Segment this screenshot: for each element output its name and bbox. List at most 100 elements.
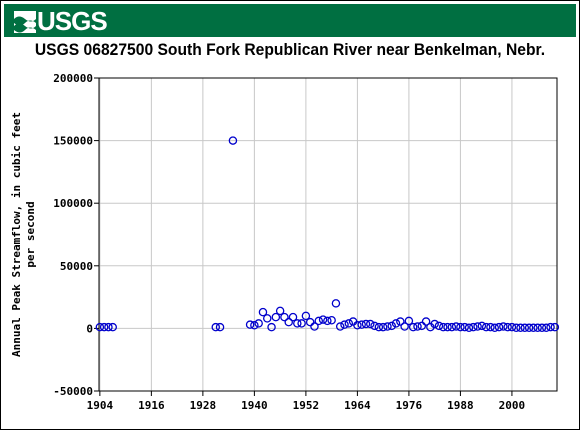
data-point (550, 322, 560, 332)
data-point (524, 323, 534, 333)
data-point (456, 322, 465, 332)
x-tick-label: 1988 (447, 399, 474, 412)
data-point (464, 323, 474, 333)
x-tick-label: 1928 (190, 399, 217, 412)
data-point (413, 322, 422, 331)
x-tick-label: 1964 (344, 399, 371, 412)
data-point (408, 322, 418, 332)
data-point (494, 322, 504, 332)
data-point (520, 323, 530, 333)
data-point (228, 136, 238, 145)
data-point (511, 323, 521, 333)
axis-ticks: -50000 0 50000 100000 150000 200000 1904 1916 19… (53, 72, 525, 412)
data-point (546, 322, 555, 332)
y-tick-label: 100000 (53, 197, 93, 210)
data-point (108, 322, 117, 332)
data-points (95, 136, 560, 333)
data-point (327, 316, 336, 325)
y-tick-label: 200000 (53, 72, 93, 85)
data-point (477, 321, 487, 331)
data-point (404, 316, 414, 326)
data-point (439, 322, 448, 332)
data-point (396, 317, 405, 326)
y-axis-label: Annual Peak Streamflow, in cubic feet per… (10, 112, 37, 357)
data-point (271, 312, 281, 322)
data-point (391, 319, 401, 328)
data-point (490, 323, 500, 333)
data-point (335, 322, 345, 331)
chart-title: USGS 06827500 South Fork Republican Rive… (34, 40, 546, 59)
y-tick-label: 0 (86, 322, 93, 335)
data-point (263, 314, 272, 323)
data-point (503, 322, 512, 332)
x-tick-label: 1976 (396, 399, 423, 412)
usgs-brand-text: USGS (37, 6, 108, 36)
y-axis-label-line: Annual Peak Streamflow, in cubic feet (10, 112, 23, 357)
data-point (383, 322, 392, 331)
data-point (473, 322, 482, 331)
data-point (284, 317, 293, 327)
data-point (254, 319, 263, 328)
data-point (305, 317, 315, 327)
data-point (258, 307, 268, 317)
data-point (280, 312, 289, 322)
data-point (400, 322, 409, 331)
x-tick-label: 2000 (499, 399, 526, 412)
data-point (460, 322, 469, 332)
data-point (533, 323, 542, 333)
data-point (542, 323, 551, 333)
data-point (421, 317, 431, 326)
x-tick-label: 1940 (241, 399, 268, 412)
data-point (301, 311, 311, 321)
data-point (297, 319, 306, 328)
data-point (507, 322, 517, 332)
data-point (250, 321, 259, 330)
data-point (516, 323, 525, 333)
data-point (499, 322, 508, 331)
data-point (323, 316, 332, 326)
data-point (434, 321, 444, 331)
data-point (293, 319, 302, 328)
usgs-logo[interactable]: USGS (14, 6, 108, 36)
data-point (378, 322, 388, 332)
data-point (361, 319, 371, 329)
data-point (451, 322, 461, 331)
usgs-wave-icon (14, 11, 36, 33)
data-point (374, 322, 384, 332)
data-point (314, 316, 324, 326)
data-point (387, 321, 396, 331)
x-tick-label: 1904 (87, 399, 114, 412)
y-tick-label: 50000 (60, 260, 93, 273)
data-point (104, 322, 113, 332)
x-tick-label: 1952 (293, 399, 320, 412)
x-tick-label: 1916 (138, 399, 165, 412)
y-tick-label: -50000 (53, 385, 93, 398)
data-point (310, 322, 319, 331)
data-point (275, 306, 285, 316)
data-point (288, 312, 298, 322)
data-point (469, 322, 478, 332)
data-point (443, 322, 452, 332)
data-point (99, 322, 109, 332)
data-point (331, 299, 341, 308)
data-point (537, 323, 547, 333)
grid-lines (99, 78, 557, 391)
data-point (481, 322, 491, 332)
data-point (529, 323, 538, 333)
data-point (486, 322, 495, 332)
data-point (267, 322, 276, 332)
plot-area (98, 77, 558, 392)
data-point (340, 320, 349, 329)
data-point (215, 322, 225, 332)
data-point (245, 320, 255, 329)
data-point (366, 319, 375, 329)
data-point (417, 321, 427, 331)
y-tick-label: 150000 (53, 135, 93, 148)
data-point (353, 321, 362, 330)
data-point (211, 322, 221, 332)
data-point (357, 320, 366, 329)
data-point (95, 322, 105, 332)
data-point (370, 321, 379, 331)
usgs-banner: USGS (4, 4, 576, 37)
